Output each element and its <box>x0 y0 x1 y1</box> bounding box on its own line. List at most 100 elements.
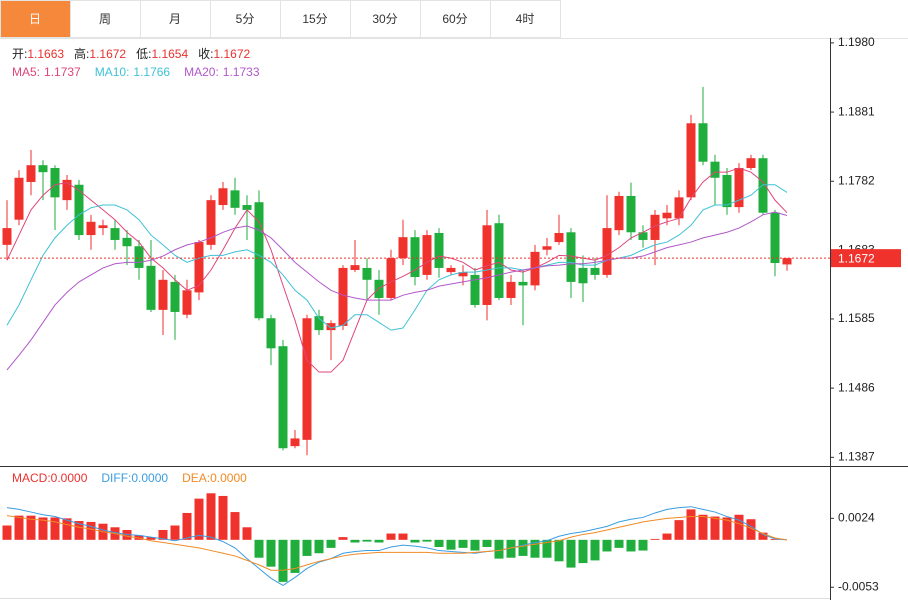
candle-body <box>218 188 228 206</box>
tab-label[interactable]: 日 <box>29 12 41 26</box>
legend-value: 0.0000 <box>51 471 88 485</box>
macd-bar <box>482 539 492 547</box>
candle-body <box>770 212 780 264</box>
macd-bar <box>746 519 756 540</box>
macd-bar <box>86 521 96 540</box>
macd-bar <box>602 539 612 552</box>
tab-label[interactable]: 60分 <box>442 12 467 26</box>
macd-bar <box>230 512 240 540</box>
macd-bar <box>614 539 624 548</box>
candle-body <box>482 225 492 305</box>
tab-label[interactable]: 周 <box>99 12 111 26</box>
macd-bar <box>386 533 396 540</box>
legend-label: DEA: <box>182 471 210 485</box>
candle-body <box>62 179 72 201</box>
macd-bar <box>674 520 684 540</box>
candle-body <box>266 318 276 349</box>
candle-body <box>398 237 408 259</box>
macd-bar <box>26 515 36 540</box>
macd-bar <box>314 539 324 554</box>
macd-bar <box>374 539 384 543</box>
candle-body <box>782 258 792 265</box>
macd-bar <box>494 539 504 559</box>
macd-bar <box>338 537 348 540</box>
macd-bar <box>446 539 456 550</box>
tab[interactable] <box>0 0 71 38</box>
candle-body <box>626 195 636 233</box>
tab[interactable] <box>490 0 561 38</box>
tab-label[interactable]: 30分 <box>372 12 397 26</box>
candle-body <box>362 267 372 280</box>
tab-label[interactable]: 5分 <box>236 12 255 26</box>
info-value: 1.1672 <box>213 47 250 61</box>
tab-label[interactable]: 4时 <box>516 12 535 26</box>
candle-body <box>182 290 192 315</box>
macd-bar <box>38 517 48 540</box>
info-value: 1.1672 <box>89 47 126 61</box>
macd-bar <box>470 539 480 551</box>
macd-bar <box>626 539 636 552</box>
candle-body <box>350 265 360 271</box>
candle-body <box>38 165 48 173</box>
legend-label: MA20: <box>184 65 219 79</box>
candle-body <box>710 161 720 178</box>
candle-body <box>206 200 216 245</box>
candle-body <box>566 232 576 282</box>
y-tick-label: 0.0024 <box>838 511 875 525</box>
candle-body <box>242 205 252 210</box>
macd-bar <box>410 539 420 543</box>
candle-body <box>26 165 36 182</box>
last-price-label: 1.1672 <box>838 251 875 265</box>
macd-bar <box>278 539 288 582</box>
tab-label[interactable]: 15分 <box>302 12 327 26</box>
candle-body <box>506 281 516 298</box>
legend-label: DIFF: <box>101 471 131 485</box>
macd-bar <box>518 539 528 556</box>
macd-bar <box>14 515 24 540</box>
macd-bar <box>686 509 696 540</box>
macd-bar <box>722 517 732 540</box>
tab[interactable] <box>350 0 421 38</box>
candle-body <box>530 251 540 286</box>
candle-body <box>50 167 60 198</box>
candle-body <box>638 232 648 240</box>
candle-body <box>518 281 528 286</box>
macd-bar <box>554 539 564 562</box>
candle-body <box>542 246 552 250</box>
y-tick-label: 1.1585 <box>838 311 875 325</box>
candle-body <box>422 235 432 275</box>
macd-bar <box>254 539 264 558</box>
macd-bar <box>422 539 432 542</box>
macd-bar <box>158 529 168 540</box>
candle-body <box>278 346 288 449</box>
macd-bar <box>542 539 552 558</box>
candle-body <box>386 258 396 298</box>
macd-bar <box>326 539 336 548</box>
candle-body <box>650 214 660 240</box>
tab[interactable] <box>210 0 281 38</box>
tab[interactable] <box>140 0 211 38</box>
candle-body <box>170 281 180 312</box>
macd-bar <box>638 539 648 551</box>
macd-bar <box>734 514 744 540</box>
macd-bar <box>50 517 60 540</box>
candle-body <box>746 158 756 168</box>
candle-body <box>230 190 240 208</box>
candle-body <box>602 228 612 275</box>
y-tick-label: -0.0053 <box>838 579 879 593</box>
macd-bar <box>758 532 768 540</box>
candle-body <box>122 237 132 247</box>
legend-label: MA10: <box>95 65 130 79</box>
macd-bar <box>362 539 372 542</box>
tab[interactable] <box>70 0 141 38</box>
candle-body <box>470 274 480 305</box>
info-label: 低: <box>136 47 151 61</box>
macd-bar <box>578 539 588 564</box>
candle-body <box>110 228 120 240</box>
candle-body <box>698 123 708 162</box>
macd-bar <box>710 516 720 540</box>
tab-label[interactable]: 月 <box>169 12 181 26</box>
macd-bar <box>458 539 468 548</box>
